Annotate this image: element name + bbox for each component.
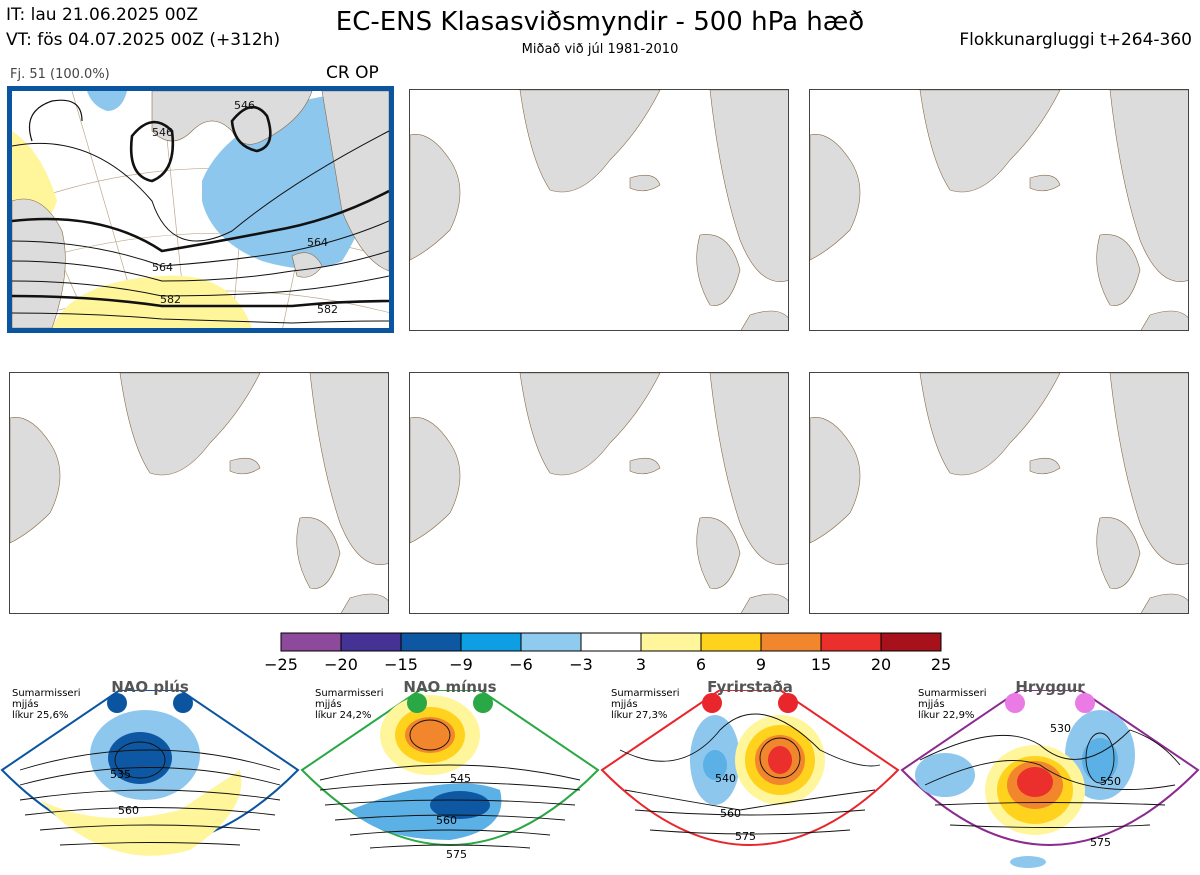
regime-info: Sumarmisseri mjjás líkur 24,2%	[315, 688, 383, 721]
regime-name: NAO mínus	[403, 678, 497, 696]
regime-dot-right	[173, 693, 193, 713]
contour-labels: 546 546 564 564 582 582	[152, 99, 338, 316]
empty-map-panel[interactable]	[809, 372, 1189, 614]
blank-map	[410, 90, 788, 330]
colorbar-tick-label: −3	[569, 655, 593, 674]
positive-anomaly	[40, 770, 242, 856]
contour-label: 582	[317, 303, 338, 316]
regime-probability: líkur 27,3%	[611, 710, 668, 721]
regime-map-blocking: 540 560 575	[600, 690, 900, 875]
regime-season: Sumarmisseri	[918, 688, 987, 699]
positive-anomaly-south	[52, 275, 252, 328]
regime-name: Fyrirstaða	[707, 678, 793, 696]
regime-season: Sumarmisseri	[315, 688, 384, 699]
negative-anomaly-north	[87, 91, 127, 111]
negative-anomaly-core	[108, 732, 172, 784]
regime-name: Hryggur	[1015, 678, 1085, 696]
regime-name: NAO plús	[111, 678, 189, 696]
regime-months: mjjás	[315, 699, 342, 710]
regime-probability: líkur 25,6%	[12, 710, 69, 721]
regime-months: mjjás	[12, 699, 39, 710]
regime-contour-label: 560	[118, 804, 139, 817]
colorbar-swatch	[880, 632, 942, 652]
colorbar-tick-label: −25	[264, 655, 298, 674]
page-title: EC-ENS Klasasviðsmyndir - 500 hPa hæð	[335, 7, 865, 37]
colorbar-swatch	[640, 632, 702, 652]
empty-map-panel[interactable]	[809, 89, 1189, 331]
colorbar-swatch	[700, 632, 762, 652]
regime-contour-label: 535	[110, 768, 131, 781]
colorbar-tick-label: 6	[695, 655, 707, 674]
empty-map-panel[interactable]	[9, 372, 389, 614]
colorbar-swatch	[760, 632, 822, 652]
regime-contour-label: 540	[715, 772, 736, 785]
empty-map-panel[interactable]	[409, 372, 789, 614]
regime-contour-label: 575	[1090, 836, 1111, 849]
cluster-map: 546 546 564 564 582 582	[12, 91, 389, 328]
page-subtitle: Miðað við júl 1981-2010	[521, 42, 679, 57]
colorbar-swatch	[460, 632, 522, 652]
colorbar-tick-label: 3	[635, 655, 647, 674]
contour-label: 564	[152, 261, 173, 274]
blank-map	[810, 373, 1188, 613]
blank-map	[810, 90, 1188, 330]
contour-label: 546	[152, 126, 173, 139]
colorbar-tick-label: −9	[449, 655, 473, 674]
regime-months: mjjás	[611, 699, 638, 710]
regime-info: Sumarmisseri mjjás líkur 27,3%	[611, 688, 679, 721]
regime-contour-label: 560	[436, 814, 457, 827]
colorbar-swatch	[280, 632, 342, 652]
regime-contours	[19, 741, 281, 846]
regime-contour-label: 550	[1100, 775, 1121, 788]
valid-time: VT: fös 04.07.2025 00Z (+312h)	[6, 30, 281, 50]
colorbar-tick-label: −15	[384, 655, 418, 674]
regime-contour-label: 575	[446, 848, 467, 861]
regime-contour-label: 560	[720, 807, 741, 820]
anomaly-colorbar	[280, 632, 942, 652]
colorbar-swatch	[340, 632, 402, 652]
cluster-map-panel[interactable]: 546 546 564 564 582 582	[7, 86, 394, 333]
regime-map-ridge: 530 550 575	[900, 690, 1200, 875]
regime-months: mjjás	[918, 699, 945, 710]
colorbar-swatch	[520, 632, 582, 652]
cluster-regime-label: CR OP	[326, 63, 379, 83]
contour-label: 564	[307, 236, 328, 249]
colorbar-tick-label: 9	[755, 655, 767, 674]
regime-contour-label: 575	[735, 830, 756, 843]
colorbar-tick-label: 20	[870, 655, 892, 674]
regime-map-nao-plus: 535 560	[0, 690, 300, 875]
colorbar-tick-label: −20	[324, 655, 358, 674]
regime-probability: líkur 22,9%	[918, 710, 975, 721]
colorbar-tick-label: 15	[810, 655, 832, 674]
colorbar-swatch	[400, 632, 462, 652]
blank-map	[10, 373, 388, 613]
regime-season: Sumarmisseri	[611, 688, 680, 699]
regime-dot-left	[107, 693, 127, 713]
regime-map-nao-minus: 545 560 575	[300, 690, 600, 875]
contour-label: 546	[234, 99, 255, 112]
regime-info: Sumarmisseri mjjás líkur 22,9%	[918, 688, 986, 721]
regime-probability: líkur 24,2%	[315, 710, 372, 721]
contour-label: 582	[160, 293, 181, 306]
colorbar-swatch	[820, 632, 882, 652]
classification-window: Flokkunargluggi t+264-360	[959, 30, 1192, 50]
regime-info: Sumarmisseri mjjás líkur 25,6%	[12, 688, 80, 721]
height-contours	[12, 99, 389, 324]
cluster-member-count: Fj. 51 (100.0%)	[10, 67, 110, 82]
regime-season: Sumarmisseri	[12, 688, 81, 699]
regime-contour-label: 530	[1050, 722, 1071, 735]
colorbar-tick-label: −6	[509, 655, 533, 674]
initial-time: IT: lau 21.06.2025 00Z	[6, 5, 198, 25]
colorbar-swatch	[580, 632, 642, 652]
regime-contour-label: 545	[450, 772, 471, 785]
blank-map	[410, 373, 788, 613]
empty-map-panel[interactable]	[409, 89, 789, 331]
colorbar-tick-label: 25	[930, 655, 952, 674]
